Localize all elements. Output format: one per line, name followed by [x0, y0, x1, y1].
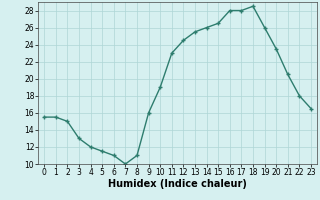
X-axis label: Humidex (Indice chaleur): Humidex (Indice chaleur) [108, 179, 247, 189]
